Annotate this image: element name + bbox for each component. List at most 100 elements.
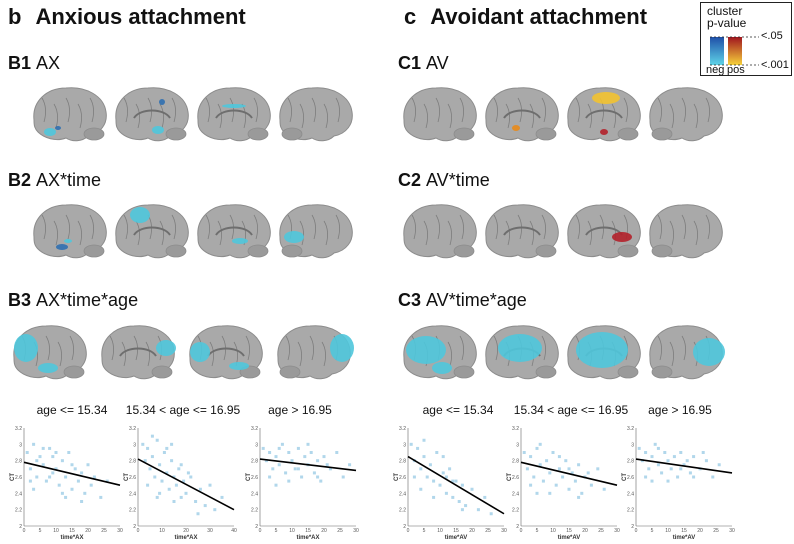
- x-tick-label: 0: [137, 528, 140, 534]
- cerebellum: [83, 244, 105, 258]
- data-point: [551, 451, 555, 454]
- cyan-cluster: [152, 126, 164, 134]
- data-point: [143, 459, 147, 463]
- y-tick-label: 2.2: [251, 508, 258, 514]
- data-point: [679, 467, 683, 471]
- fit-line: [259, 458, 357, 472]
- x-tick-label: 25: [713, 528, 719, 534]
- cyan-cluster: [406, 336, 446, 364]
- row-label-b2: B2 AX*time: [8, 170, 101, 191]
- sulcus: [253, 214, 258, 240]
- row-label-b3: B3 AX*time*age: [8, 290, 138, 311]
- sulcus: [529, 103, 534, 129]
- data-point: [277, 446, 281, 450]
- cyan-cluster: [156, 340, 176, 356]
- cyan-cluster: [432, 362, 452, 374]
- y-tick-label: 2.4: [399, 491, 406, 497]
- corpus-callosum: [503, 109, 541, 119]
- y-axis-label: CT: [124, 473, 130, 481]
- data-point: [554, 483, 558, 487]
- sulcus: [693, 103, 698, 129]
- legend-box: cluster p-value <.05 <.001 neg pos: [700, 2, 792, 76]
- data-point: [306, 442, 310, 446]
- data-point: [561, 475, 565, 479]
- y-tick-label: 2.4: [251, 491, 258, 497]
- sulcus: [459, 214, 464, 240]
- cerebellum: [165, 244, 187, 258]
- age-title: age <= 15.34: [422, 403, 494, 417]
- age-title: age <= 15.34: [36, 403, 108, 417]
- cerebellum: [165, 127, 187, 141]
- cerebellum: [453, 244, 475, 258]
- x-axis-label: time*AV: [673, 535, 696, 540]
- panel-title-avoidant: c Avoidant attachment: [404, 4, 647, 30]
- cerebellum: [651, 244, 673, 258]
- y-tick-label: 2: [255, 524, 258, 530]
- data-point: [341, 475, 345, 479]
- data-point: [220, 495, 224, 499]
- data-point: [296, 446, 300, 450]
- y-tick-label: 2.4: [512, 491, 519, 497]
- data-point: [679, 451, 683, 454]
- y-tick-label: 3.2: [251, 426, 258, 432]
- data-point: [545, 459, 549, 463]
- y-tick-label: 3.2: [15, 426, 22, 432]
- cerebellum: [617, 127, 639, 141]
- sulcus: [623, 97, 628, 123]
- sulcus: [323, 103, 328, 129]
- data-point: [573, 479, 577, 483]
- data-point: [155, 438, 159, 442]
- cerebellum: [617, 365, 639, 379]
- data-point: [179, 463, 183, 467]
- data-point: [146, 483, 150, 487]
- data-point: [67, 451, 71, 454]
- sulcus: [297, 341, 302, 367]
- sulcus: [229, 97, 234, 123]
- data-point: [692, 455, 696, 459]
- sulcus: [287, 97, 292, 123]
- data-point: [196, 512, 200, 516]
- sulcus: [335, 97, 340, 123]
- sulcus: [89, 214, 94, 240]
- cerebellum: [281, 244, 303, 258]
- age-title: 15.34 < age <= 16.95: [125, 403, 241, 417]
- brain-left-medial: [115, 87, 189, 142]
- orange-cluster: [512, 125, 520, 131]
- row-label-b1: B1 AX: [8, 53, 60, 74]
- y-tick-label: 2: [133, 524, 136, 530]
- data-point: [685, 459, 689, 463]
- x-tick-label: 10: [53, 528, 59, 534]
- row-label-c3: C3 AV*time*age: [398, 290, 527, 311]
- x-tick-label: 30: [117, 528, 123, 534]
- data-point: [666, 479, 670, 483]
- sulcus: [217, 220, 222, 246]
- data-point: [312, 471, 316, 475]
- sulcus: [411, 97, 416, 123]
- sulcus: [209, 341, 214, 367]
- data-point: [172, 475, 176, 479]
- cyan-cluster: [229, 362, 249, 370]
- sulcus: [171, 214, 176, 240]
- data-point: [660, 471, 664, 475]
- data-point: [70, 463, 74, 467]
- cyan-cluster: [190, 342, 210, 362]
- fit-line: [407, 455, 505, 515]
- data-point: [80, 500, 84, 503]
- data-point: [432, 479, 436, 483]
- x-tick-label: 30: [501, 528, 507, 534]
- data-point: [70, 487, 74, 491]
- data-point: [148, 467, 152, 471]
- data-point: [412, 475, 416, 479]
- data-point: [194, 500, 198, 503]
- data-point: [586, 471, 590, 475]
- row-id: C2: [398, 170, 422, 190]
- brain-left-medial: [485, 325, 559, 380]
- sulcus: [57, 341, 62, 367]
- sulcus: [435, 97, 440, 123]
- red-cluster: [612, 232, 632, 242]
- sulcus: [669, 220, 674, 246]
- data-point: [261, 446, 265, 450]
- brain-left-lateral: [403, 204, 477, 259]
- cerebellum: [247, 127, 269, 141]
- data-point: [669, 467, 673, 471]
